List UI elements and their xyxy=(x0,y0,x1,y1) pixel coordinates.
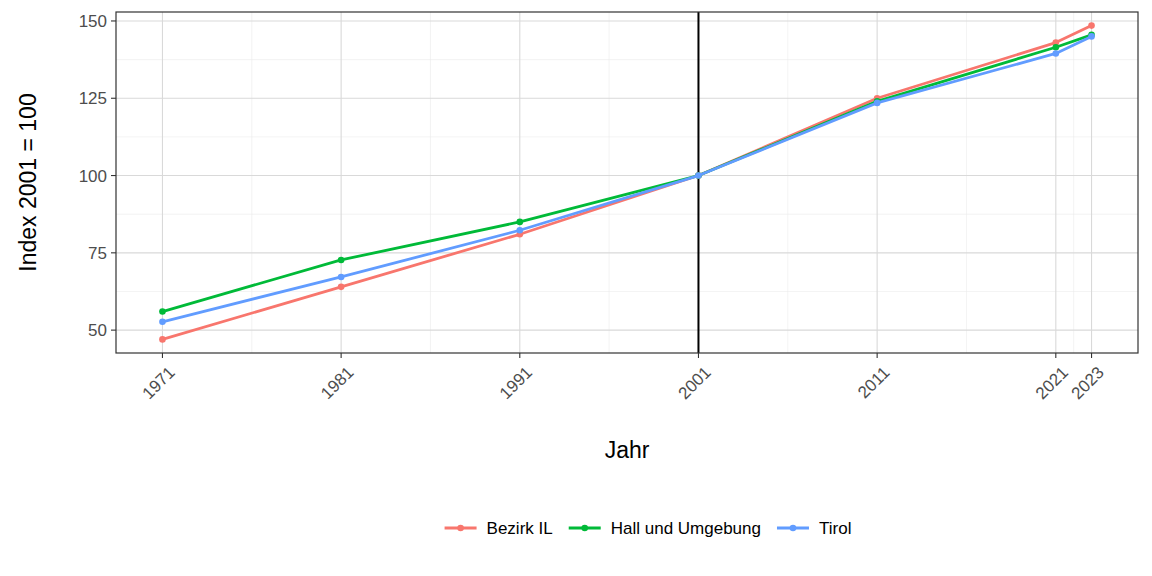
grid-x xyxy=(519,12,520,353)
legend-item: Bezirk IL xyxy=(445,519,553,538)
legend-key-point xyxy=(581,525,588,532)
legend-item: Hall und Umgebung xyxy=(569,519,761,538)
x-tick-label: 1981 xyxy=(317,363,357,403)
grid-y xyxy=(116,98,1138,99)
x-tick-label: 2021 xyxy=(1032,363,1072,403)
grid xyxy=(116,12,1138,353)
grid-y xyxy=(116,175,1138,176)
legend-label: Bezirk IL xyxy=(487,519,553,538)
x-axis-title: Jahr xyxy=(605,437,650,463)
series-line xyxy=(162,26,1091,340)
x-tick xyxy=(162,353,163,358)
minor-grid-y xyxy=(116,136,1138,137)
x-tick-label: 2001 xyxy=(675,363,715,403)
y-tick xyxy=(111,175,116,176)
series-point xyxy=(1088,22,1095,29)
y-tick xyxy=(111,330,116,331)
x-tick xyxy=(341,353,342,358)
legend: Bezirk IL Hall und Umgebung Tirol xyxy=(445,519,852,538)
grid-y xyxy=(116,252,1138,253)
reference-line xyxy=(697,12,699,353)
minor-grid-y xyxy=(116,291,1138,292)
series-point xyxy=(159,336,166,343)
legend-label: Tirol xyxy=(819,519,851,538)
y-tick-label: 150 xyxy=(79,12,107,31)
series-point xyxy=(338,284,345,291)
grid-y xyxy=(116,20,1138,21)
series-point xyxy=(695,172,702,179)
series-point xyxy=(695,172,702,179)
minor-grid-x xyxy=(609,12,610,353)
series-point xyxy=(338,274,345,281)
minor-grid-x xyxy=(787,12,788,353)
minor-grid-y xyxy=(116,59,1138,60)
grid-x xyxy=(1091,12,1092,353)
series-point xyxy=(159,308,166,315)
series-point xyxy=(338,257,345,264)
minor-grid-x xyxy=(251,12,252,353)
series-point xyxy=(1053,44,1060,51)
y-tick-label: 50 xyxy=(88,321,107,340)
legend-key-point xyxy=(790,525,797,532)
series-point xyxy=(1053,50,1060,57)
series-point xyxy=(695,172,702,179)
legend-item: Tirol xyxy=(777,519,851,538)
series-line xyxy=(162,36,1091,321)
grid-x xyxy=(877,12,878,353)
series-point xyxy=(1088,33,1095,40)
y-tick xyxy=(111,98,116,99)
y-tick xyxy=(111,252,116,253)
grid-x xyxy=(698,12,699,353)
grid-x xyxy=(1055,12,1056,353)
chart: 50 75 100 125 150 1971 1981 1991 2001 2011 2021202… xyxy=(0,0,1152,576)
minor-grid-y xyxy=(116,214,1138,215)
y-tick-label: 125 xyxy=(79,89,107,108)
x-tick xyxy=(1055,353,1056,358)
x-tick xyxy=(1091,353,1092,358)
x-tick xyxy=(698,353,699,358)
y-tick xyxy=(111,20,116,21)
grid-y xyxy=(116,330,1138,331)
x-tick-label: 2023 xyxy=(1068,363,1108,403)
y-tick-label: 100 xyxy=(79,167,107,186)
marks xyxy=(159,12,1095,353)
x-tick-label: 1991 xyxy=(496,363,536,403)
series-point xyxy=(874,100,881,107)
legend-label: Hall und Umgebung xyxy=(611,519,761,538)
x-tick xyxy=(877,353,878,358)
grid-x xyxy=(162,12,163,353)
minor-grid-x xyxy=(1073,12,1074,353)
y-tick-label: 75 xyxy=(88,244,107,263)
series-point xyxy=(516,219,523,226)
series-point xyxy=(516,227,523,234)
y-axis-title: Index 2001 = 100 xyxy=(15,93,41,271)
series-point xyxy=(159,318,166,325)
series-line xyxy=(162,35,1091,312)
grid-x xyxy=(341,12,342,353)
panel-border xyxy=(116,12,1138,353)
plot-background xyxy=(116,12,1138,353)
x-tick xyxy=(519,353,520,358)
legend-key-point xyxy=(457,525,464,532)
x-tick-label: 2011 xyxy=(854,363,893,402)
minor-grid-x xyxy=(966,12,967,353)
minor-grid-x xyxy=(430,12,431,353)
x-tick-label: 1971 xyxy=(139,363,179,403)
